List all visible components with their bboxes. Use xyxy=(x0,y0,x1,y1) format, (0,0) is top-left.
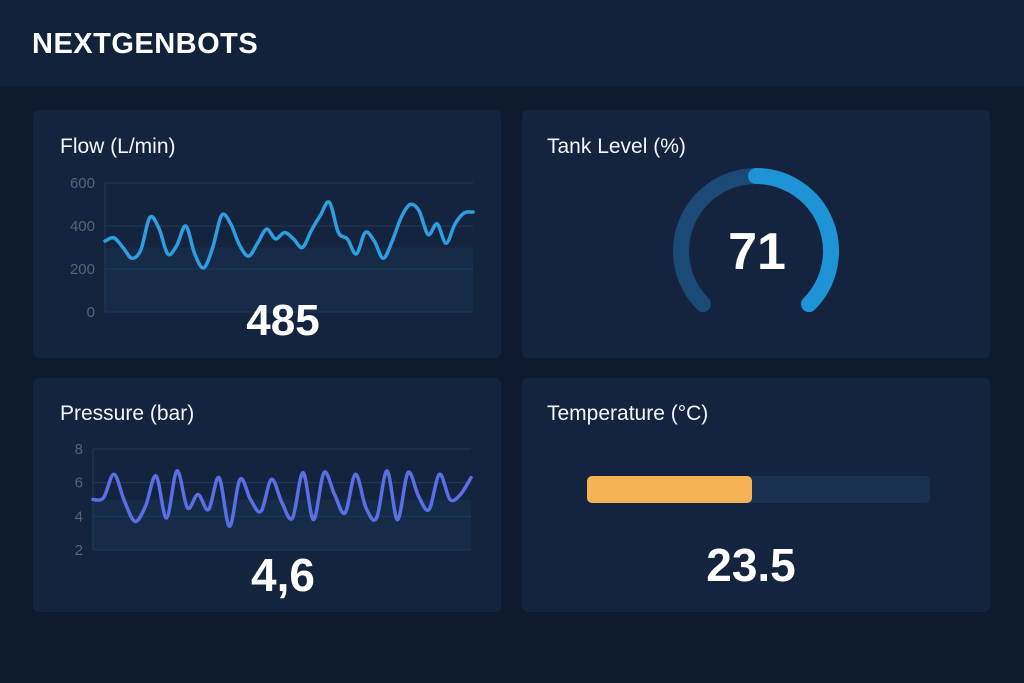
flow-card[interactable]: Flow (L/min) 600 400 200 0 485 xyxy=(33,110,501,358)
flow-chart: 600 400 200 0 xyxy=(70,175,475,321)
pressure-y-tick-label: 6 xyxy=(75,475,83,492)
pressure-y-tick-label: 2 xyxy=(75,542,83,559)
gauge-fill xyxy=(748,168,839,313)
pressure-y-tick-label: 8 xyxy=(75,441,83,458)
tank-level-value: 71 xyxy=(728,223,786,281)
flow-y-tick-label: 0 xyxy=(87,304,95,321)
flow-value: 485 xyxy=(246,296,320,345)
flow-series-line xyxy=(103,200,475,270)
pressure-series-line xyxy=(91,469,473,529)
temperature-bar-track xyxy=(587,476,930,503)
pressure-card-title: Pressure (bar) xyxy=(60,402,195,425)
flow-card-title: Flow (L/min) xyxy=(60,135,176,158)
tank-level-card-title: Tank Level (%) xyxy=(547,135,686,158)
temperature-card[interactable]: Temperature (°C) 23.5 xyxy=(522,378,990,612)
flow-y-tick-label: 200 xyxy=(70,261,95,278)
pressure-chart: 8 6 4 2 xyxy=(75,441,473,559)
flow-y-tick-label: 400 xyxy=(70,218,95,235)
flow-y-tick-label: 600 xyxy=(70,175,95,192)
tank-level-card[interactable]: Tank Level (%) 71 xyxy=(522,110,990,358)
pressure-value: 4,6 xyxy=(251,549,315,601)
pressure-card[interactable]: Pressure (bar) 8 6 4 2 4,6 xyxy=(33,378,501,612)
tank-level-gauge xyxy=(673,168,839,313)
temperature-value: 23.5 xyxy=(706,539,796,591)
brand-logo-text: NEXTGENBOTS xyxy=(32,28,259,60)
pressure-y-tick-label: 4 xyxy=(75,508,83,525)
flow-chart-area xyxy=(105,247,473,312)
top-bar: NEXTGENBOTS xyxy=(0,0,1024,86)
temperature-bar-fill xyxy=(587,476,752,503)
pressure-chart-area xyxy=(93,499,471,550)
temperature-card-title: Temperature (°C) xyxy=(547,402,709,425)
